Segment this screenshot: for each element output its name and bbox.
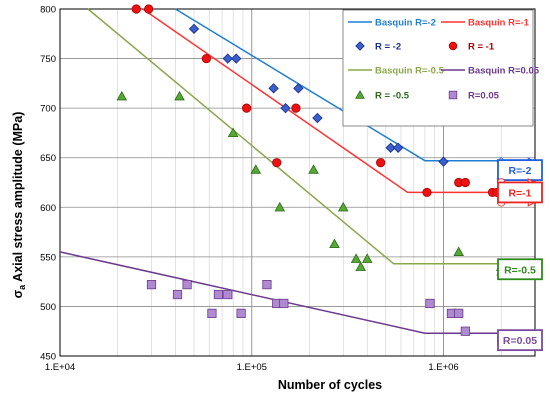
legend-label: R = -2: [375, 42, 401, 53]
legend-label: Basquin R=-1: [468, 18, 530, 29]
legend-box: [342, 9, 534, 127]
y-tick-label: 650: [40, 153, 56, 164]
y-tick-label: 700: [40, 104, 56, 115]
legend-marker-swatch: [355, 41, 365, 51]
legend-marker-swatch: [448, 41, 458, 51]
legend-marker-swatch: [355, 89, 365, 99]
y-axis-title-subscript: a: [17, 284, 27, 290]
x-tick-label: 1.E+06: [428, 362, 458, 373]
basquin-fit-lines: [59, 8, 502, 334]
runout-tag-label: R=-1: [508, 187, 531, 199]
data-point: [236, 308, 246, 318]
legend-label: Basquin R=-2: [375, 18, 436, 29]
data-point: [291, 103, 301, 113]
data-point: [116, 90, 128, 101]
legend-marker-swatch: [448, 90, 458, 100]
legend-label: Basquin R=-0.5: [375, 66, 445, 77]
runout-tag-label: R=-2: [508, 165, 531, 177]
data-point: [337, 201, 349, 212]
y-axis-title-text: Axial stress amplitude (MPa): [11, 112, 25, 282]
y-tick-label: 500: [40, 302, 56, 313]
data-point: [454, 308, 464, 318]
data-point: [272, 158, 282, 168]
data-point: [361, 253, 373, 263]
data-point: [350, 253, 362, 263]
fit-line: [87, 8, 502, 265]
x-tick-label: 1.E+04: [45, 362, 75, 373]
y-tick-label: 550: [40, 252, 56, 263]
data-point: [144, 4, 154, 14]
data-point: [460, 326, 470, 336]
data-point: [280, 102, 291, 114]
runout-tag-label: R=0.05: [503, 335, 537, 347]
y-axis-title: σa Axial stress amplitude (MPa): [11, 112, 27, 299]
data-point: [231, 53, 242, 64]
data-point: [274, 201, 286, 212]
y-tick-label: 450: [40, 352, 56, 363]
data-point: [425, 298, 435, 309]
data-point: [355, 261, 366, 271]
data-point: [174, 90, 185, 101]
legend-label: Basquin R=0.05: [468, 66, 540, 77]
runout-tag-box: [497, 258, 543, 281]
runout-tag-box: [497, 329, 543, 352]
data-point: [279, 298, 289, 309]
data-point: [392, 142, 404, 153]
data-point: [223, 289, 233, 300]
runout-tag-box: [497, 181, 543, 204]
runout-tag-label: R=-0.5: [504, 264, 536, 276]
fit-line: [59, 251, 502, 334]
data-point: [227, 127, 239, 138]
data-point: [268, 83, 279, 94]
runout-tag-box: [497, 159, 543, 182]
data-point: [222, 53, 233, 64]
data-point: [438, 156, 449, 167]
data-point: [308, 164, 319, 174]
x-tick-label: 1.E+05: [237, 362, 267, 373]
data-point: [131, 4, 141, 14]
data-point: [242, 103, 252, 113]
fit-line: [175, 8, 502, 162]
data-point: [453, 246, 464, 256]
runout-markers: R=-2 R=-1 R=-0.5 R=0.05: [496, 156, 543, 352]
x-axis-title: Number of cycles: [278, 378, 382, 392]
data-point: [376, 158, 386, 168]
data-point: [188, 23, 200, 34]
y-tick-label: 800: [40, 5, 56, 16]
fit-line: [142, 8, 502, 194]
y-tick-label: 750: [40, 54, 56, 65]
data-point: [213, 289, 224, 300]
data-point: [207, 308, 217, 318]
data-point: [172, 289, 183, 300]
legend-label: R = -1: [468, 42, 495, 53]
data-point: [182, 280, 192, 290]
data-point: [312, 112, 323, 124]
legend-label: R = -0.5: [375, 91, 410, 102]
data-point: [460, 177, 470, 188]
y-axis-title-symbol: σ: [11, 289, 25, 298]
data-point: [329, 238, 340, 249]
data-point: [293, 83, 304, 94]
legend-label: R=0.05: [468, 91, 500, 102]
data-point: [250, 164, 262, 174]
y-tick-label: 600: [40, 203, 56, 214]
data-point: [422, 187, 432, 198]
data-point: [146, 280, 157, 290]
data-point: [385, 142, 396, 153]
data-point: [262, 280, 272, 290]
data-point: [201, 53, 211, 64]
legend: Basquin R=-2 Basquin R=-1 Basquin R=-0.5 Ba…: [342, 9, 540, 127]
